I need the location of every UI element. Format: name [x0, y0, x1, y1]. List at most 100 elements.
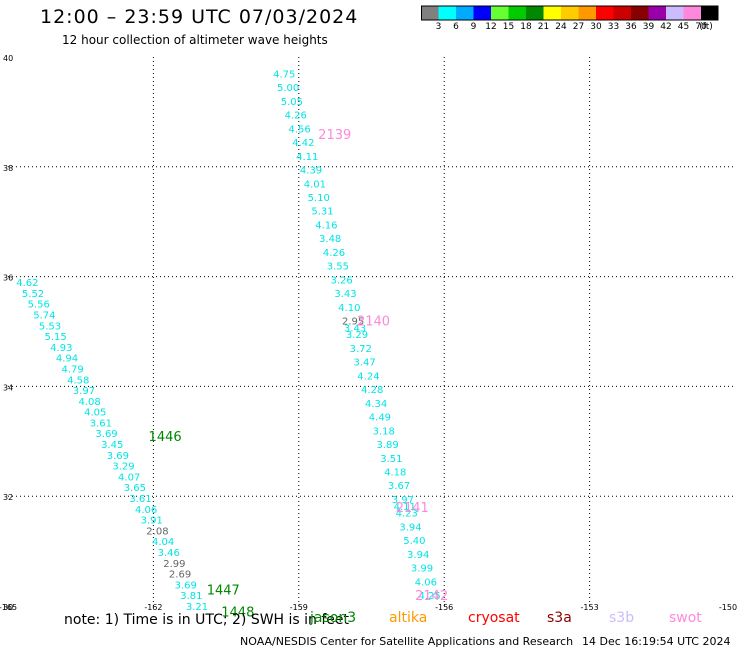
colorbar-label: 24: [555, 22, 567, 32]
wave-height-value: 2.69: [169, 570, 191, 581]
wave-height-value: 5.00: [277, 83, 299, 94]
pass-number-label: 2140: [357, 315, 390, 330]
wave-height-value: 4.23: [396, 509, 418, 520]
wave-height-value: 3.61: [90, 418, 112, 429]
colorbar-swatch: [613, 6, 631, 20]
colorbar-labels: 3 6 9 12 15 18 21 24 27 30 33 36 39 42 45 70 (ft): [421, 22, 740, 34]
wave-height-value: 4.49: [369, 413, 391, 424]
x-tick-label: -162: [144, 603, 162, 612]
wave-height-value: 3.69: [175, 580, 197, 591]
colorbar-swatch: [683, 6, 701, 20]
wave-height-value: 3.89: [376, 440, 398, 451]
legend-item-s3a: s3a: [547, 610, 572, 626]
legend-item-altika: altika: [389, 610, 428, 626]
colorbar-label: 6: [453, 22, 459, 32]
footer-credit: NOAA/NESDIS Center for Satellite Applica…: [240, 635, 574, 648]
wave-height-value: 3.43: [344, 323, 366, 334]
colorbar-label: (ft): [699, 22, 713, 32]
wave-height-value: 4.18: [384, 467, 406, 478]
wave-height-value: 3.29: [112, 462, 134, 473]
colorbar-label: 33: [607, 22, 620, 32]
wave-height-value: 4.16: [315, 220, 337, 231]
wave-height-value: 4.42: [292, 138, 314, 149]
wave-height-value: 3.97: [392, 495, 414, 506]
wave-height-value: 4.94: [56, 354, 78, 365]
colorbar-swatch: [648, 6, 666, 20]
wave-height-value: 4.24: [357, 371, 379, 382]
colorbar-swatch: [596, 6, 614, 20]
colorbar-swatch: [578, 6, 596, 20]
x-tick-label: -159: [290, 603, 308, 612]
wave-height-value: 3.94: [407, 550, 429, 561]
colorbar-swatch: [491, 6, 509, 20]
pass-number-label: 2139: [318, 128, 351, 143]
wave-height-value: 4.11: [296, 152, 318, 163]
wave-height-value: 4.58: [67, 375, 89, 386]
wave-height-value: 3.46: [158, 548, 180, 559]
colorbar-label: 18: [520, 22, 532, 32]
wave-height-value: 5.52: [22, 289, 44, 300]
wave-height-value: 3.97: [73, 386, 95, 397]
wave-height-value: 3.18: [373, 426, 395, 437]
pass-number-label: 1446: [149, 430, 182, 445]
colorbar-swatch: [508, 6, 526, 20]
wave-height-value: 3.45: [101, 440, 123, 451]
legend-item-jason3: jason3: [310, 610, 357, 626]
wave-height-value: 4.56: [288, 124, 310, 135]
wave-height-value: 4.06: [415, 577, 437, 588]
wave-height-value: 4.62: [16, 278, 38, 289]
colorbar-swatch: [438, 6, 456, 20]
wave-height-value: 4.07: [118, 472, 140, 483]
chart-title: 12:00 – 23:59 UTC 07/03/2024: [40, 6, 359, 28]
pass-number-label: 1447: [207, 584, 240, 599]
colorbar-swatch: [701, 6, 719, 20]
colorbar-label: 36: [625, 22, 637, 32]
wave-height-value: 3.61: [129, 494, 151, 505]
wave-height-value: 3.21: [186, 602, 208, 613]
wave-height-value: 3.51: [380, 454, 402, 465]
pass-number-label: 2142: [415, 589, 448, 604]
colorbar: [421, 5, 719, 21]
colorbar-label: 27: [572, 22, 585, 32]
colorbar-label: 70: [695, 22, 707, 32]
y-tick-label: 34: [3, 383, 13, 392]
wave-height-value: 3.65: [124, 483, 146, 494]
footer-note: note: 1) Time is in UTC; 2) SWH is in fe…: [64, 612, 350, 628]
colorbar-label: 12: [485, 22, 497, 32]
wave-height-value: 5.15: [45, 332, 67, 343]
wave-height-value: 5.10: [308, 193, 330, 204]
y-tick-label: 30: [3, 603, 13, 612]
colorbar-swatch: [631, 6, 649, 20]
colorbar-label: 42: [660, 22, 672, 32]
colorbar-label: 9: [470, 22, 477, 32]
wave-height-value: 4.28: [361, 385, 383, 396]
wave-height-value: 4.26: [323, 248, 345, 259]
wave-height-value: 4.25: [419, 591, 441, 602]
y-tick-label: 32: [3, 493, 13, 502]
wave-height-value: 3.55: [327, 262, 349, 273]
wave-height-value: 3.47: [353, 358, 375, 369]
colorbar-swatch: [473, 6, 491, 20]
wave-height-value: 4.11: [394, 502, 416, 513]
colorbar-swatch: [543, 6, 561, 20]
y-tick-label: 36: [3, 274, 13, 283]
wave-height-value: 4.93: [50, 343, 72, 354]
x-tick-label: -150: [719, 603, 737, 612]
legend-item-s3b: s3b: [609, 610, 635, 626]
wave-height-value: 2.99: [163, 559, 185, 570]
footer-timestamp: 14 Dec 16:19:54 UTC 2024: [582, 635, 731, 648]
wave-height-value: 2.08: [146, 526, 168, 537]
wave-height-value: 5.31: [311, 207, 333, 218]
colorbar-swatch: [456, 6, 474, 20]
wave-height-value: 3.91: [141, 516, 163, 527]
wave-height-value: 3.69: [107, 451, 129, 462]
chart-subtitle: 12 hour collection of altimeter wave hei…: [62, 33, 328, 47]
y-tick-label: 40: [3, 54, 13, 63]
wave-height-value: 4.06: [135, 505, 157, 516]
wave-height-value: 3.29: [346, 330, 368, 341]
wave-height-value: 5.53: [39, 321, 61, 332]
pass-number-label: 1448: [221, 605, 254, 620]
colorbar-swatch: [561, 6, 579, 20]
wave-height-value: 5.74: [33, 310, 55, 321]
